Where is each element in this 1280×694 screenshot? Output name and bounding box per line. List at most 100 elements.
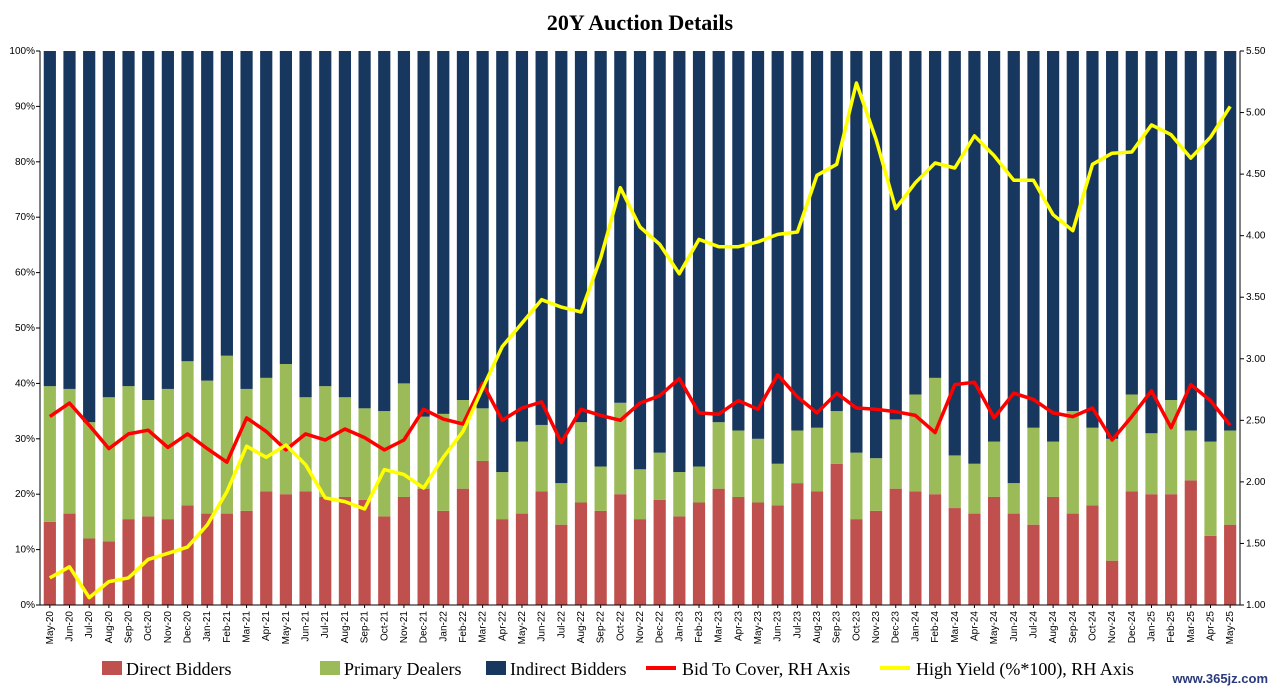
bar-indirect-bidders-Mar-25 <box>1184 51 1197 431</box>
bar-indirect-bidders-Dec-23 <box>889 51 902 420</box>
bar-direct-bidders-Mar-21 <box>240 510 253 605</box>
bar-indirect-bidders-Mar-21 <box>240 51 253 389</box>
x-tick-label: Dec-23 <box>891 611 902 644</box>
bar-direct-bidders-Jun-24 <box>1007 513 1020 605</box>
right-tick-label: 4.50 <box>1246 169 1266 180</box>
bar-indirect-bidders-Apr-23 <box>732 51 745 431</box>
x-tick-label: May-20 <box>45 611 56 645</box>
x-tick-label: Feb-23 <box>694 611 705 643</box>
bar-indirect-bidders-Jan-21 <box>201 51 214 381</box>
bar-direct-bidders-Feb-21 <box>220 513 233 605</box>
x-tick-label: Jul-23 <box>792 611 803 639</box>
x-tick-label: Aug-20 <box>104 611 115 644</box>
bar-primary-dealers-Apr-22 <box>496 472 509 520</box>
bar-primary-dealers-Jul-20 <box>83 422 96 539</box>
bar-direct-bidders-Sep-23 <box>830 463 843 605</box>
bar-direct-bidders-Dec-24 <box>1125 491 1138 605</box>
bar-direct-bidders-Sep-24 <box>1066 513 1079 605</box>
bar-primary-dealers-Aug-22 <box>574 422 588 503</box>
bar-direct-bidders-Jan-24 <box>909 491 922 605</box>
x-tick-label: Nov-21 <box>399 611 410 644</box>
axes-group: 0% 10% 20% 30% 40% 50% 60% 70% 80% 90% 100% 1.00 1.5… <box>9 46 1265 644</box>
legend-label-high-yield-100-rh-axis: High Yield (%*100), RH Axis <box>916 659 1134 680</box>
x-tick-label: Jun-21 <box>301 611 312 642</box>
x-tick-label: Aug-24 <box>1048 611 1059 644</box>
bar-indirect-bidders-May-24 <box>988 51 1001 442</box>
left-tick-label: 0% <box>21 600 36 611</box>
right-tick-label: 1.50 <box>1246 538 1266 549</box>
bar-direct-bidders-Jun-22 <box>535 491 548 605</box>
bar-indirect-bidders-Mar-24 <box>948 51 961 456</box>
bar-primary-dealers-Jul-23 <box>791 430 804 484</box>
x-tick-label: Jul-22 <box>556 611 567 639</box>
bar-direct-bidders-Feb-22 <box>456 488 470 605</box>
bar-indirect-bidders-Jan-23 <box>673 51 686 473</box>
bar-primary-dealers-Oct-24 <box>1086 427 1099 506</box>
bar-direct-bidders-Dec-23 <box>889 488 902 605</box>
bar-direct-bidders-Dec-21 <box>417 488 430 605</box>
bar-primary-dealers-Aug-23 <box>810 427 824 492</box>
x-tick-label: Jun-23 <box>773 611 784 642</box>
bar-primary-dealers-Oct-20 <box>142 400 155 517</box>
bar-indirect-bidders-Apr-22 <box>496 51 509 473</box>
right-tick-label: 5.00 <box>1246 108 1266 119</box>
left-tick-label: 30% <box>15 434 35 445</box>
line-high-yield-100-rh-axis <box>48 81 1232 600</box>
bar-primary-dealers-Nov-22 <box>633 469 647 520</box>
bar-primary-dealers-Nov-24 <box>1106 438 1119 561</box>
bar-direct-bidders-Nov-24 <box>1106 560 1119 605</box>
bar-direct-bidders-Nov-22 <box>633 519 647 605</box>
x-tick-label: May-25 <box>1225 611 1236 645</box>
bar-direct-bidders-Jan-25 <box>1145 494 1158 605</box>
bar-indirect-bidders-Apr-25 <box>1204 51 1217 442</box>
x-tick-label: Jan-21 <box>202 611 213 642</box>
bar-primary-dealers-Apr-21 <box>260 377 273 492</box>
bar-indirect-bidders-Oct-24 <box>1086 51 1099 428</box>
bar-direct-bidders-Oct-24 <box>1086 505 1099 605</box>
bar-indirect-bidders-Jun-23 <box>771 51 784 464</box>
x-tick-label: Feb-21 <box>222 611 233 643</box>
x-tick-label: Mar-22 <box>478 611 489 643</box>
legend-swatch-primary-dealers <box>320 661 340 675</box>
bar-primary-dealers-Jun-24 <box>1007 483 1020 514</box>
bar-indirect-bidders-Aug-22 <box>574 51 588 423</box>
x-tick-label: Apr-21 <box>261 611 272 641</box>
x-tick-label: Aug-22 <box>576 611 587 644</box>
bar-indirect-bidders-Jun-22 <box>535 51 548 425</box>
bar-direct-bidders-Jul-22 <box>555 524 568 605</box>
x-tick-label: Sep-21 <box>360 611 371 644</box>
bar-indirect-bidders-Dec-22 <box>653 51 666 453</box>
x-tick-label: Nov-22 <box>635 611 646 644</box>
line-bid-to-cover-rh-axis <box>48 373 1232 464</box>
left-tick-label: 80% <box>15 157 35 168</box>
bar-indirect-bidders-Mar-22 <box>476 51 489 409</box>
bar-direct-bidders-Oct-21 <box>378 516 391 605</box>
chart-title: 20Y Auction Details <box>547 10 734 35</box>
bar-indirect-bidders-Sep-21 <box>358 51 371 409</box>
bar-primary-dealers-Jun-20 <box>63 388 76 514</box>
x-tick-label: Oct-24 <box>1087 611 1098 641</box>
bar-direct-bidders-Nov-21 <box>397 496 411 605</box>
right-tick-label: 5.50 <box>1246 46 1266 57</box>
x-tick-label: Feb-25 <box>1166 611 1177 643</box>
bar-indirect-bidders-Mar-23 <box>712 51 725 423</box>
left-tick-label: 90% <box>15 101 35 112</box>
bar-indirect-bidders-Aug-20 <box>102 51 115 398</box>
bar-primary-dealers-Nov-20 <box>161 388 174 520</box>
left-tick-label: 60% <box>15 268 35 279</box>
x-tick-label: Sep-23 <box>832 611 843 644</box>
bar-primary-dealers-Mar-22 <box>476 408 489 461</box>
bar-direct-bidders-Apr-24 <box>968 513 981 605</box>
bar-direct-bidders-Oct-22 <box>614 494 627 605</box>
bar-direct-bidders-Jan-21 <box>201 513 214 605</box>
bar-primary-dealers-Dec-23 <box>889 419 902 489</box>
right-tick-label: 4.00 <box>1246 231 1266 242</box>
legend: Direct Bidders Primary Dealers Indirect Bi… <box>102 659 1134 680</box>
left-tick-label: 40% <box>15 378 35 389</box>
bar-direct-bidders-Aug-21 <box>338 496 352 605</box>
bar-direct-bidders-Oct-23 <box>850 519 863 605</box>
bar-primary-dealers-Dec-21 <box>417 416 430 489</box>
bar-direct-bidders-Apr-22 <box>496 519 509 605</box>
bar-indirect-bidders-Aug-24 <box>1047 51 1060 442</box>
x-tick-label: Jun-22 <box>537 611 548 642</box>
